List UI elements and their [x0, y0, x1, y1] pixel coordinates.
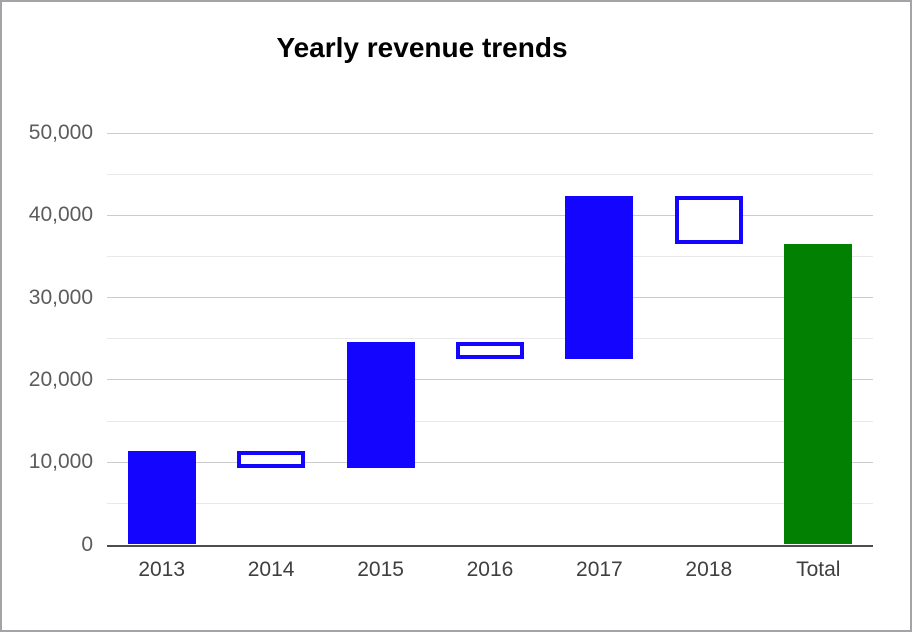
y-axis-tick-label: 0 [81, 532, 93, 556]
bar-2017 [565, 196, 634, 360]
y-axis-tick-label: 10,000 [28, 450, 93, 474]
x-axis-category-label: 2017 [576, 558, 623, 581]
y-axis-tick-label: 50,000 [28, 121, 93, 144]
x-axis-category-label: 2014 [247, 558, 295, 581]
gridline-major [107, 297, 873, 299]
gridline-major [107, 461, 873, 463]
y-axis-tick-label: 30,000 [28, 285, 93, 309]
bar-total [784, 244, 853, 545]
gridline-minor [107, 502, 873, 504]
x-axis-line [107, 544, 873, 547]
x-axis-category-label: 2016 [466, 558, 514, 581]
y-axis-tick-label: 20,000 [28, 367, 93, 391]
bar-2014 [237, 450, 306, 468]
x-axis-category-label: Total [796, 558, 841, 581]
gridline-minor [107, 420, 873, 422]
gridline-minor [107, 173, 873, 175]
gridline-minor [107, 256, 873, 257]
bar-2015 [346, 342, 415, 468]
gridline-major [107, 132, 873, 134]
bar-2018 [674, 196, 743, 245]
gridline-major [107, 379, 873, 381]
gridline-major [107, 214, 873, 216]
gridline-minor [107, 338, 873, 340]
bar-2013 [127, 450, 196, 545]
chart-title: Yearly revenue trends [276, 32, 568, 63]
x-axis-category-label: 2018 [685, 558, 733, 581]
x-axis-category-label: 2013 [138, 558, 186, 581]
bar-2016 [456, 342, 524, 360]
x-axis-category-label: 2015 [357, 558, 404, 581]
y-axis-tick-label: 40,000 [28, 203, 93, 227]
